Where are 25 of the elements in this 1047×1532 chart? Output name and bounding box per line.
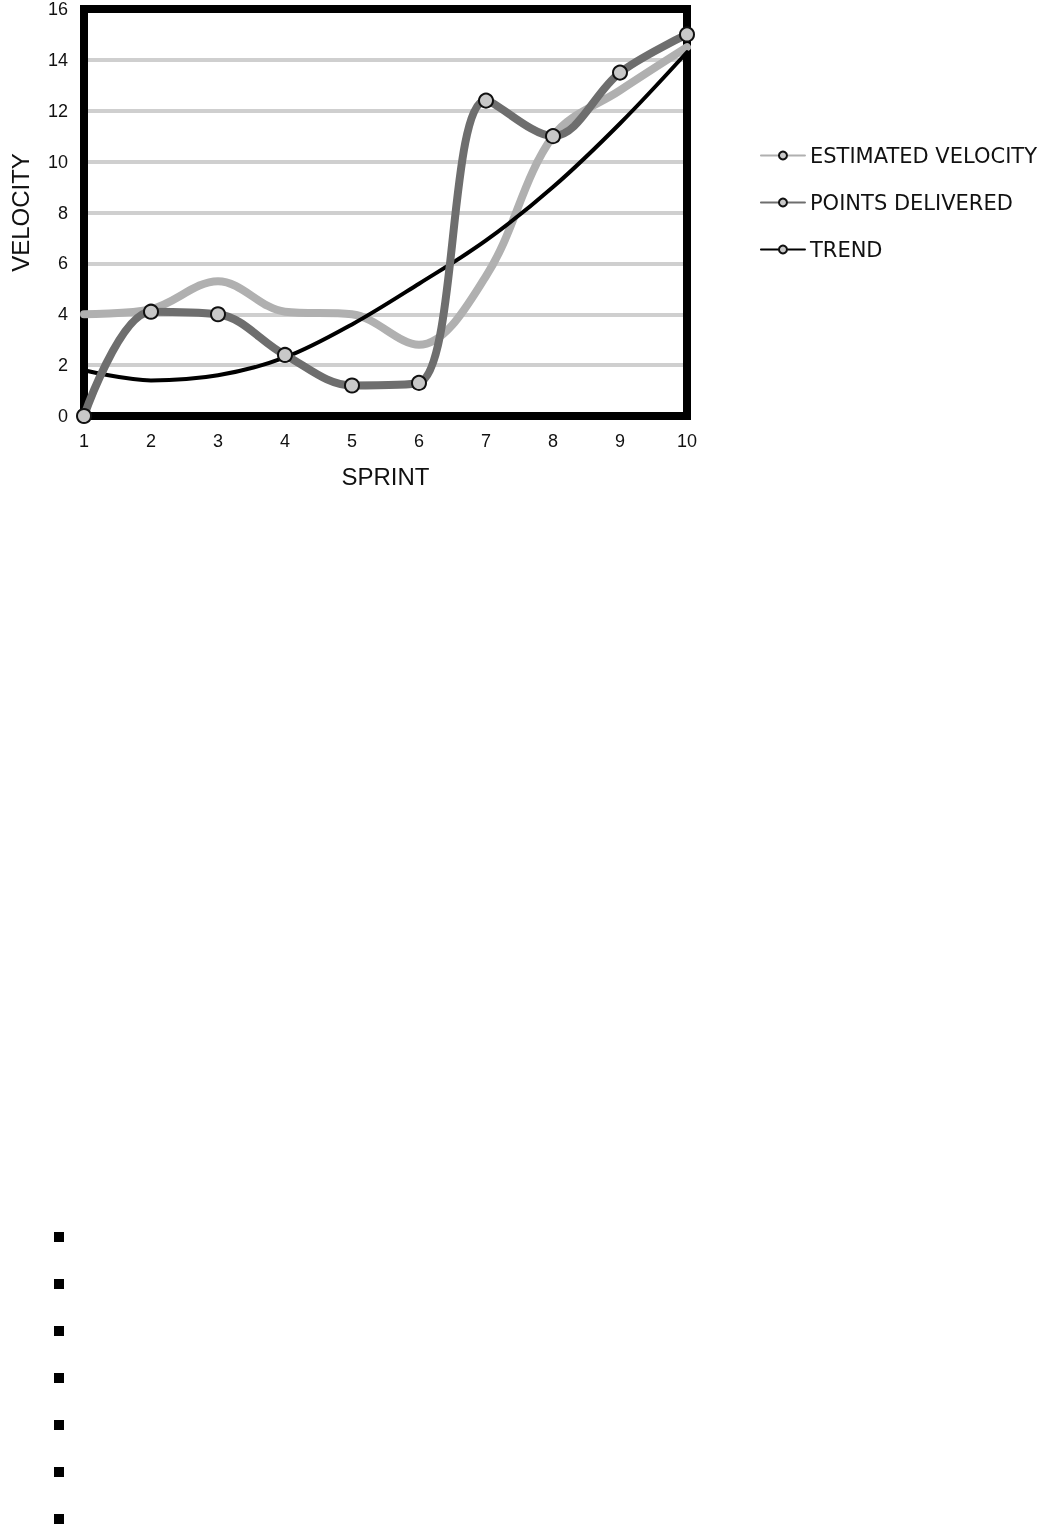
x-tick-label: 8 [547, 431, 559, 451]
y-tick-label: 10 [47, 151, 68, 172]
x-tick-label: 5 [346, 431, 358, 451]
y-tick-label: 2 [57, 355, 68, 376]
x-tick-label: 10 [676, 431, 698, 451]
legend-label: POINTS DELIVERED [809, 190, 1013, 215]
y-tick-label: 12 [47, 100, 68, 121]
y-tick-label: 8 [57, 202, 68, 223]
x-tick-label: 6 [413, 431, 425, 451]
x-tick-label: 9 [614, 431, 626, 451]
x-axis-title: SPRINT [341, 462, 430, 490]
y-tick-label: 6 [57, 253, 68, 274]
y-tick-label: 14 [47, 49, 68, 70]
point [545, 128, 561, 145]
y-tick-label: 16 [47, 0, 68, 19]
x-tick-label: 4 [279, 431, 291, 451]
x-tick-label: 7 [480, 431, 492, 451]
x-tick-label: 2 [145, 431, 157, 451]
x-tick-label: 3 [212, 431, 224, 451]
legend-label: ESTIMATED VELOCITY [809, 143, 1038, 168]
y-axis-title: VELOCITY [6, 153, 34, 272]
x-tick-label: 1 [78, 431, 90, 451]
y-tick-label: 4 [57, 304, 68, 325]
y-tick-label: 0 [57, 406, 68, 426]
legend-label: TREND [808, 237, 883, 262]
